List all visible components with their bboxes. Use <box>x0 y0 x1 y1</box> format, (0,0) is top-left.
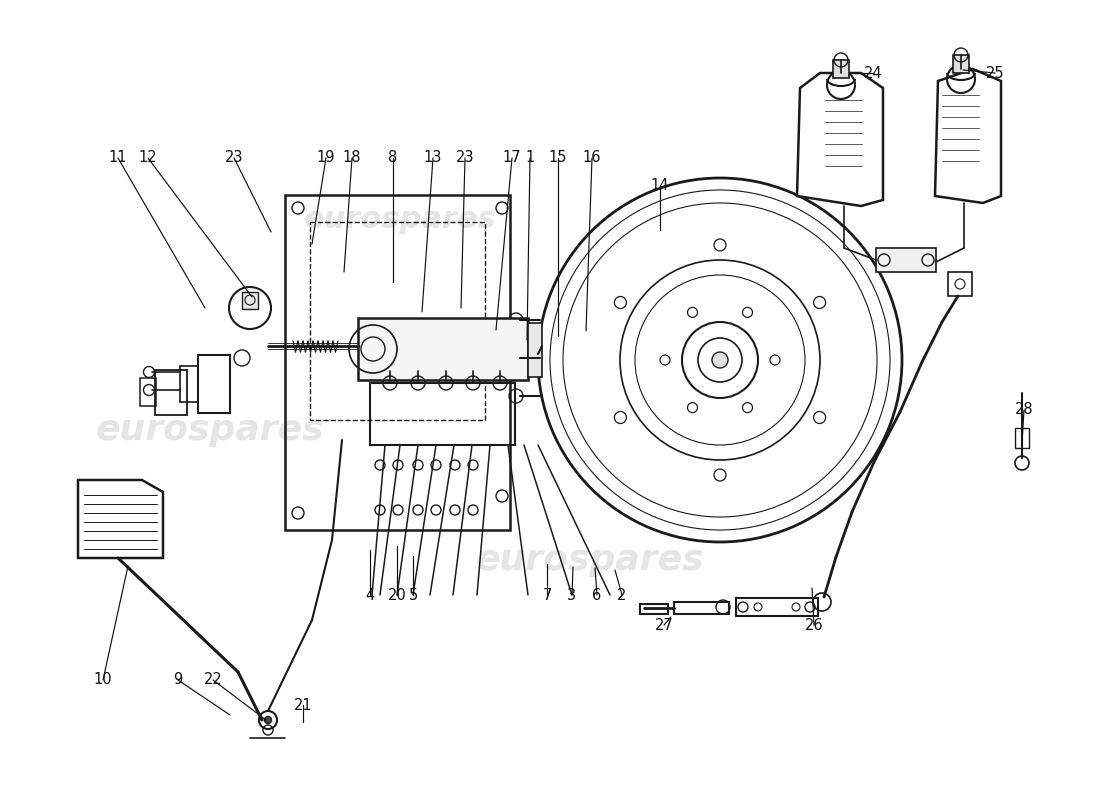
Polygon shape <box>78 480 163 558</box>
Text: 5: 5 <box>408 587 418 602</box>
Bar <box>528 323 542 377</box>
Text: 11: 11 <box>109 150 128 166</box>
Bar <box>833 60 849 78</box>
Text: 25: 25 <box>986 66 1004 81</box>
Bar <box>180 366 198 402</box>
Text: eurospares: eurospares <box>475 543 704 577</box>
Polygon shape <box>798 73 883 206</box>
Text: 19: 19 <box>317 150 336 166</box>
Bar <box>674 602 729 614</box>
Bar <box>140 378 156 406</box>
Bar <box>640 604 668 614</box>
Bar <box>155 370 187 415</box>
Text: 18: 18 <box>343 150 361 166</box>
Text: 24: 24 <box>864 66 882 81</box>
Bar <box>198 355 230 413</box>
Circle shape <box>264 717 272 723</box>
Text: 2: 2 <box>617 587 627 602</box>
Text: 14: 14 <box>651 178 669 193</box>
Text: eurospares: eurospares <box>304 206 496 234</box>
Text: 20: 20 <box>387 587 406 602</box>
Text: 13: 13 <box>424 150 442 166</box>
Bar <box>953 55 969 73</box>
Text: 26: 26 <box>805 618 823 633</box>
Text: 28: 28 <box>1014 402 1033 418</box>
Text: eurospares: eurospares <box>96 413 324 447</box>
Text: 3: 3 <box>568 587 576 602</box>
Text: 15: 15 <box>549 150 568 166</box>
Bar <box>242 292 258 309</box>
Bar <box>736 598 818 616</box>
Text: 12: 12 <box>139 150 157 166</box>
Circle shape <box>712 352 728 368</box>
Text: 10: 10 <box>94 673 112 687</box>
Bar <box>358 318 528 380</box>
Bar <box>1015 428 1028 448</box>
Text: 1: 1 <box>526 150 535 166</box>
Bar <box>948 272 972 296</box>
Text: 4: 4 <box>365 587 375 602</box>
Text: 27: 27 <box>654 618 673 633</box>
Bar <box>285 195 510 530</box>
Text: 22: 22 <box>204 673 222 687</box>
Bar <box>310 222 485 420</box>
Text: 16: 16 <box>583 150 602 166</box>
Text: 17: 17 <box>503 150 521 166</box>
Bar <box>876 248 936 272</box>
Text: 23: 23 <box>224 150 243 166</box>
Text: 21: 21 <box>294 698 312 713</box>
Text: 8: 8 <box>388 150 397 166</box>
Text: 23: 23 <box>455 150 474 166</box>
Polygon shape <box>935 69 1001 203</box>
Text: 6: 6 <box>593 587 602 602</box>
Text: 9: 9 <box>174 673 183 687</box>
Text: 7: 7 <box>542 587 552 602</box>
Bar <box>370 383 515 445</box>
